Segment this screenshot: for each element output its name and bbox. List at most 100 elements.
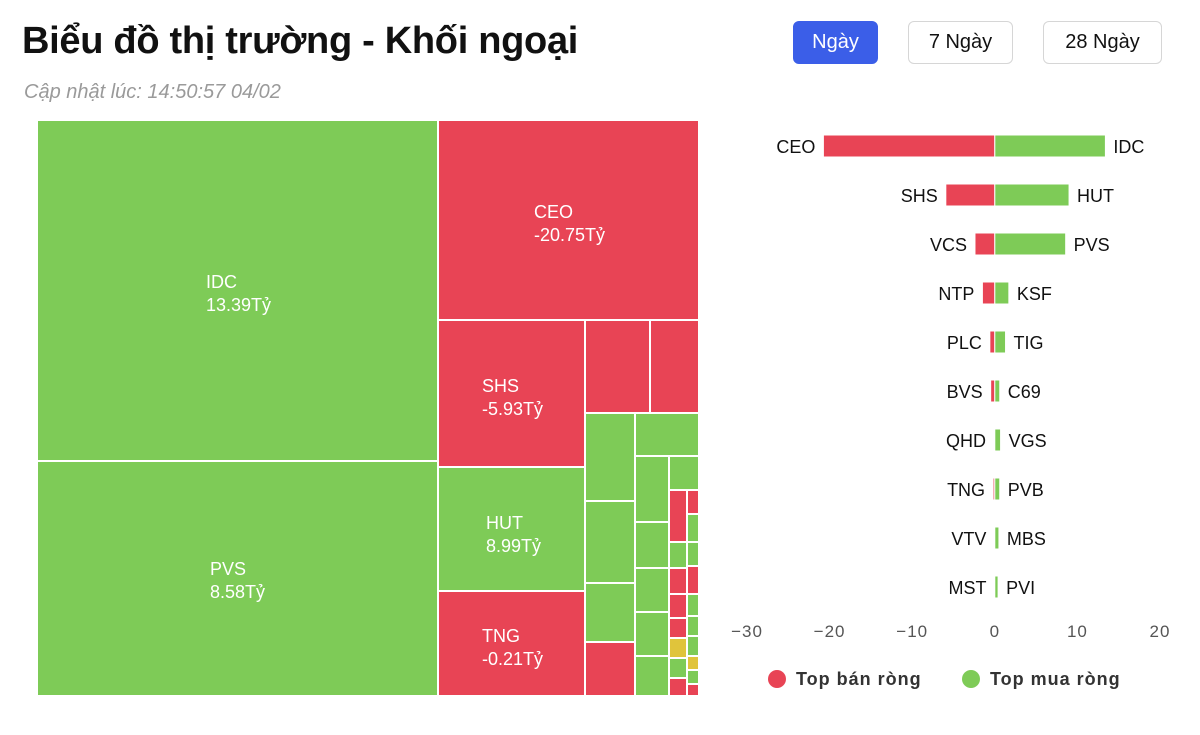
bar-buy-vgs[interactable] [994,428,1002,452]
treemap-tile-ticker: PVS [210,559,247,579]
treemap-tile-minor[interactable] [585,501,635,583]
treemap-tile-minor[interactable] [687,636,699,656]
legend-buy-label[interactable]: Top mua ròng [990,669,1121,689]
bar-buy-pvs[interactable] [994,232,1067,256]
treemap-tile-label: HUT 8.99Tỷ [486,512,541,558]
treemap-tile-minor[interactable] [669,678,687,696]
range-day-button[interactable]: Ngày [793,21,878,64]
treemap-tile-minor[interactable] [669,658,687,678]
treemap-tile-ceo[interactable]: CEO -20.75Tỷ [438,120,699,320]
treemap-tile-value: -5.93Tỷ [482,399,544,419]
bar-buy-mbs[interactable] [994,526,1000,550]
bar-sell-vcs[interactable] [974,232,996,256]
treemap-tile-minor[interactable] [687,670,699,684]
treemap-tile-pvs[interactable]: PVS 8.58Tỷ [37,461,438,696]
sell-ticker-label: CEO [776,137,815,157]
bar-buy-tig[interactable] [994,330,1007,354]
sell-ticker-label: MST [949,578,987,598]
treemap-tile-minor[interactable] [669,568,687,594]
sell-ticker-label: VCS [930,235,967,255]
treemap-tile-minor[interactable] [635,656,669,696]
legend-buy-marker [962,670,980,688]
buy-ticker-label: C69 [1008,382,1041,402]
treemap-tile-minor[interactable] [669,618,687,638]
treemap-tile-ticker: IDC [206,272,237,292]
treemap-tile-minor[interactable] [687,514,699,542]
bar-buy-pvi[interactable] [994,575,999,599]
x-tick-label: −10 [896,622,928,641]
bar-buy-idc[interactable] [994,134,1106,158]
x-tick-label: −20 [814,622,846,641]
treemap-tile-minor[interactable] [585,320,650,413]
treemap-tile-minor[interactable] [687,566,699,594]
treemap-tile-minor[interactable] [635,612,669,656]
sell-ticker-label: PLC [947,333,982,353]
treemap-tile-minor[interactable] [635,568,669,612]
treemap-tile-minor[interactable] [687,656,699,670]
net-flow-bar-chart: CEO IDC SHS HUT VCS PVS NTP KSF PLC TIG BVS C69 QHD V… [731,134,1171,689]
x-tick-label: 20 [1150,622,1171,641]
treemap-tile-minor[interactable] [669,542,687,568]
treemap-tile-value: 8.99Tỷ [486,536,542,556]
treemap-tile-minor[interactable] [687,594,699,616]
treemap-chart: IDC 13.39Tỷ PVS 8.58Tỷ CEO -20.75Tỷ SHS -5.93Tỷ… [37,120,699,696]
sell-ticker-label: SHS [901,186,938,206]
page-title: Biểu đồ thị trường - Khối ngoại [22,20,579,62]
treemap-tile-label: SHS -5.93Tỷ [482,375,543,421]
bar-buy-c69[interactable] [994,379,1001,403]
treemap-tile-value: -20.75Tỷ [534,225,606,245]
bar-buy-pvb[interactable] [994,477,1001,501]
bar-sell-shs[interactable] [945,183,996,207]
treemap-tile-minor[interactable] [687,490,699,514]
sell-ticker-label: TNG [947,480,985,500]
buy-ticker-label: PVS [1074,235,1110,255]
treemap-tile-ticker: TNG [482,626,520,646]
treemap-tile-minor[interactable] [669,456,699,490]
bar-buy-hut[interactable] [994,183,1070,207]
treemap-tile-minor[interactable] [585,413,635,501]
treemap-tile-minor[interactable] [687,616,699,636]
sell-ticker-label: VTV [951,529,986,549]
treemap-tile-shs[interactable]: SHS -5.93Tỷ [438,320,585,467]
treemap-tile-label: PVS 8.58Tỷ [210,558,265,604]
legend-sell-marker [768,670,786,688]
treemap-tile-minor[interactable] [635,456,669,522]
x-tick-label: −30 [731,622,763,641]
treemap-tile-minor[interactable] [669,490,687,542]
bar-sell-plc[interactable] [989,330,996,354]
buy-ticker-label: PVI [1006,578,1035,598]
buy-ticker-label: PVB [1008,480,1044,500]
treemap-tile-minor[interactable] [635,522,669,568]
sell-ticker-label: QHD [946,431,986,451]
range-28-days-button[interactable]: 28 Ngày [1043,21,1162,64]
x-tick-label: 0 [990,622,1000,641]
treemap-tile-minor[interactable] [585,642,635,696]
treemap-tile-value: -0.21Tỷ [482,649,544,669]
bar-buy-ksf[interactable] [994,281,1010,305]
treemap-tile-minor[interactable] [669,638,687,658]
treemap-tile-tng[interactable]: TNG -0.21Tỷ [438,591,585,696]
range-7-days-button[interactable]: 7 Ngày [908,21,1013,64]
bar-sell-bvs[interactable] [990,379,996,403]
legend-sell-label[interactable]: Top bán ròng [796,669,922,689]
bar-sell-ceo[interactable] [822,134,996,158]
treemap-tile-label: IDC 13.39Tỷ [206,271,271,317]
buy-ticker-label: MBS [1007,529,1046,549]
treemap-tile-minor[interactable] [650,320,699,413]
treemap-tile-hut[interactable]: HUT 8.99Tỷ [438,467,585,591]
treemap-tile-idc[interactable]: IDC 13.39Tỷ [37,120,438,461]
treemap-tile-value: 8.58Tỷ [210,582,266,602]
buy-ticker-label: VGS [1009,431,1047,451]
treemap-tile-minor[interactable] [635,413,699,456]
bar-sell-ntp[interactable] [981,281,996,305]
treemap-tile-minor[interactable] [669,594,687,618]
updated-timestamp: Cập nhật lúc: 14:50:57 04/02 [24,81,281,103]
treemap-tile-minor[interactable] [687,542,699,566]
treemap-tile-value: 13.39Tỷ [206,295,272,315]
treemap-tile-minor[interactable] [585,583,635,642]
treemap-tile-label: TNG -0.21Tỷ [482,625,543,671]
treemap-tile-ticker: SHS [482,376,520,396]
x-tick-label: 10 [1067,622,1088,641]
treemap-tile-minor[interactable] [687,684,699,696]
buy-ticker-label: TIG [1014,333,1044,353]
